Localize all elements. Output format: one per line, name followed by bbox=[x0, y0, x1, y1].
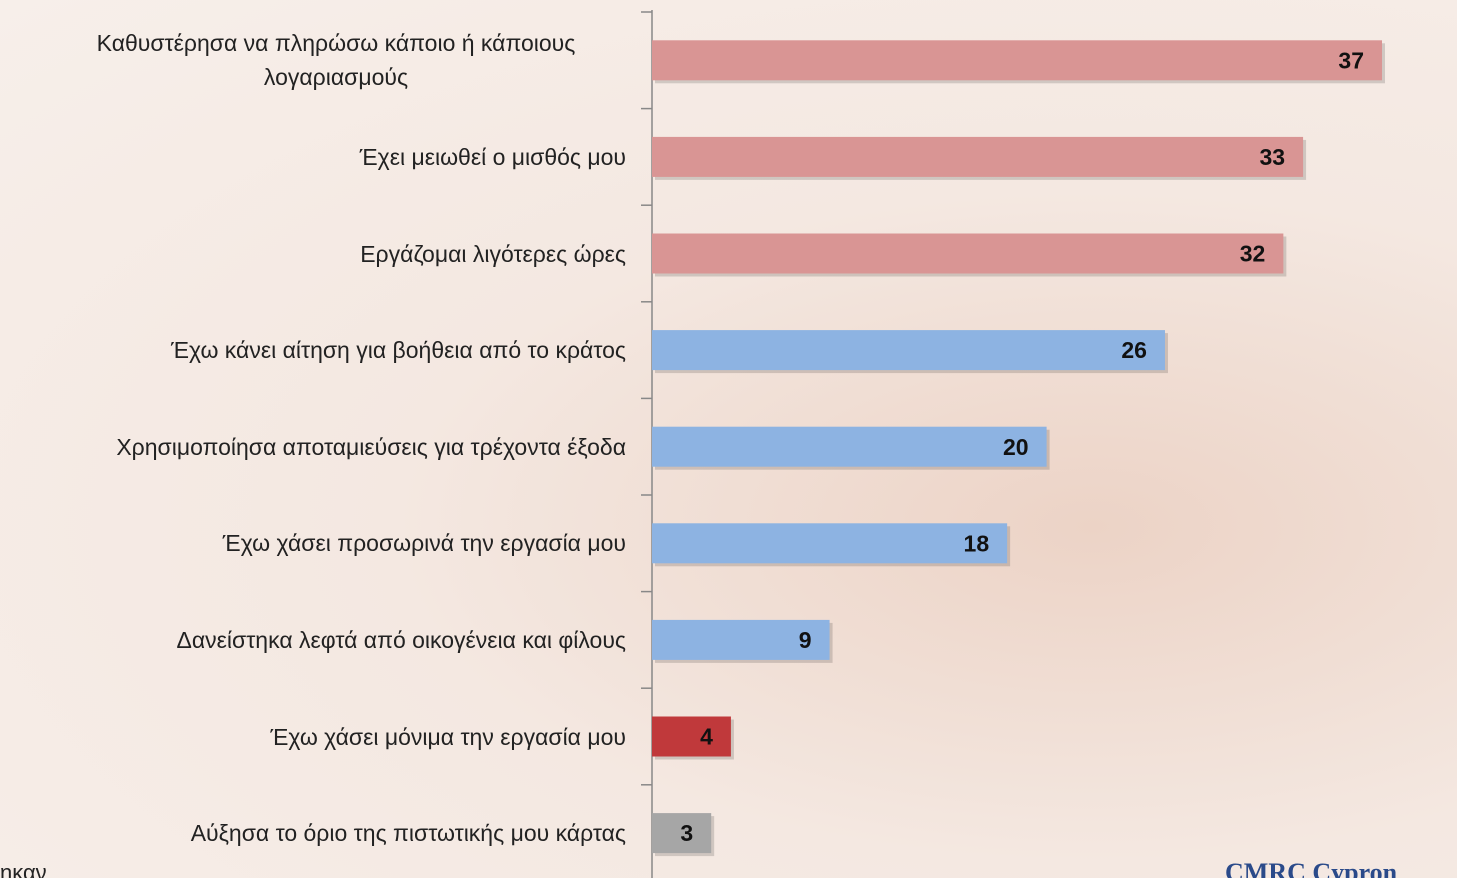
value-label: 33 bbox=[1259, 144, 1285, 170]
category-label: Έχω χάσει προσωρινά την εργασία μου bbox=[223, 526, 626, 560]
bar bbox=[652, 40, 1382, 80]
value-label: 3 bbox=[680, 820, 693, 846]
logo: CMRC Cypron bbox=[1225, 858, 1397, 878]
value-label: 4 bbox=[700, 724, 713, 750]
bar bbox=[652, 523, 1007, 563]
value-label: 32 bbox=[1240, 241, 1266, 267]
value-label: 18 bbox=[964, 530, 990, 556]
value-label: 26 bbox=[1121, 337, 1147, 363]
value-label: 9 bbox=[799, 627, 812, 653]
category-label: Δανείστηκα λεφτά από οικογένεια και φίλο… bbox=[177, 623, 627, 657]
category-label: Έχω χάσει μόνιμα την εργασία μου bbox=[270, 720, 626, 754]
category-label: Έχω κάνει αίτηση για βοήθεια από το κράτ… bbox=[171, 333, 626, 367]
category-label: Εργάζομαι λιγότερες ώρες bbox=[360, 237, 626, 271]
bar bbox=[652, 137, 1303, 177]
category-label: Καθυστέρησα να πληρώσω κάποιο ή κάποιους… bbox=[46, 26, 626, 94]
chart: 37 33 32 26 20 18 9 4 3 ηκαν CMRC Cypron Καθυστέ… bbox=[0, 0, 1457, 878]
category-label: Έχει μειωθεί ο μισθός μου bbox=[360, 140, 626, 174]
bar bbox=[652, 234, 1283, 274]
footnote: ηκαν bbox=[0, 860, 47, 878]
category-label: Χρησιμοποίησα αποταμιεύσεις για τρέχοντα… bbox=[116, 430, 626, 464]
value-label: 20 bbox=[1003, 434, 1029, 460]
value-label: 37 bbox=[1338, 47, 1364, 73]
bar bbox=[652, 717, 731, 757]
bar bbox=[652, 330, 1165, 370]
bar bbox=[652, 427, 1047, 467]
category-label: Αύξησα το όριο της πιστωτικής μου κάρτας bbox=[191, 816, 626, 850]
